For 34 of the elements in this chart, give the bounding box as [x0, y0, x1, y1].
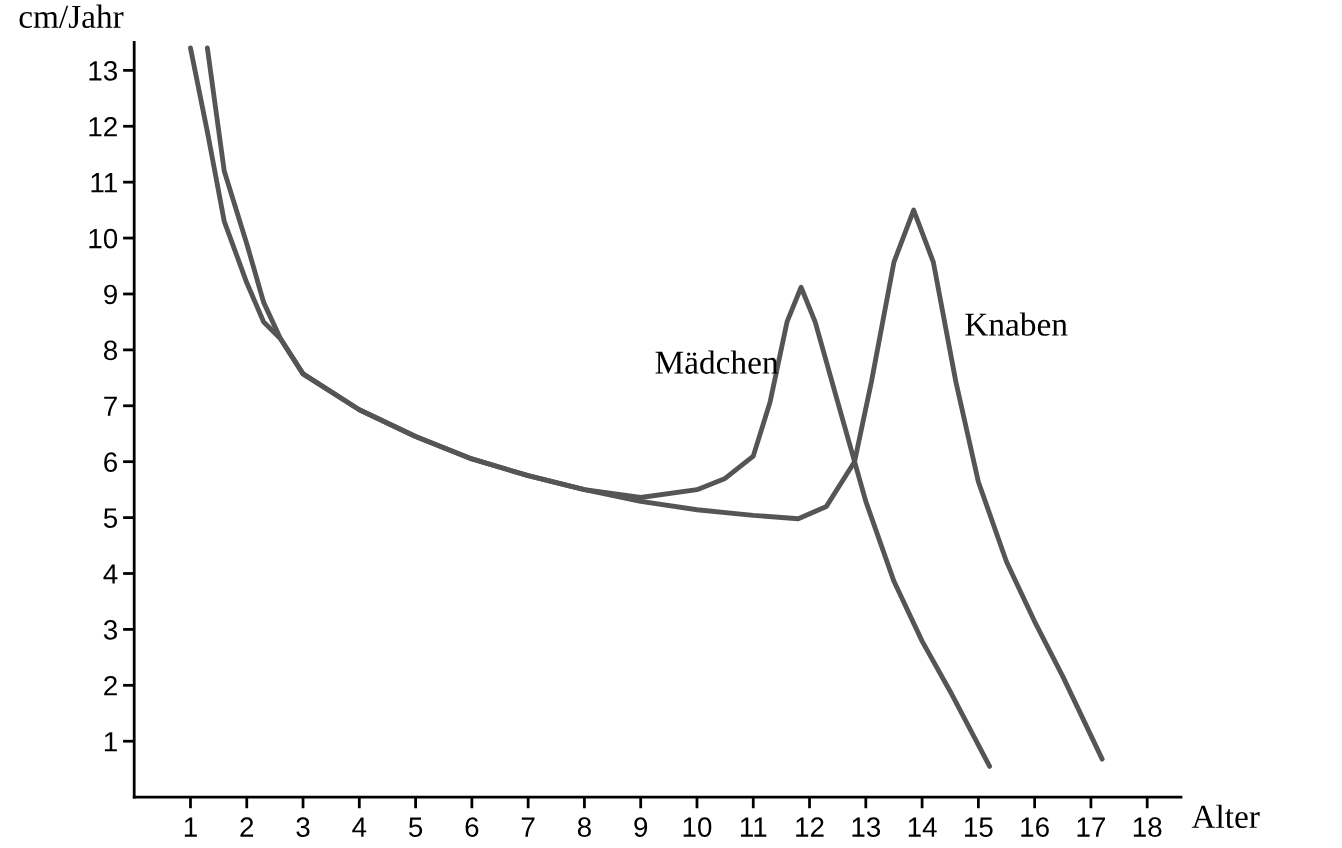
y-tick-label: 1 [104, 732, 117, 752]
x-axis-title: Alter [1191, 804, 1260, 829]
x-tick-label: 7 [521, 817, 535, 837]
y-tick-label: 12 [89, 116, 117, 137]
x-tick-label: 17 [1077, 817, 1105, 837]
y-tick-label: 7 [104, 396, 117, 416]
x-tick-label: 9 [634, 817, 648, 837]
x-tick-label: 10 [683, 817, 712, 837]
x-tick-label: 1 [184, 817, 197, 837]
x-tick-label: 18 [1133, 817, 1162, 837]
x-tick-label: 8 [577, 817, 591, 837]
x-tick-label: 3 [296, 817, 310, 837]
x-tick-label: 15 [965, 817, 993, 837]
y-tick-label: 13 [89, 61, 118, 81]
y-tick-label: 9 [104, 284, 117, 305]
y-axis-title: cm/Jahr [19, 4, 124, 29]
x-tick-label: 6 [465, 817, 479, 837]
x-tick-label: 13 [852, 817, 881, 837]
series-label: Knaben [965, 312, 1068, 336]
y-tick-label: 8 [103, 340, 118, 361]
x-tick-label: 2 [240, 817, 254, 837]
x-tick-label: 12 [796, 817, 824, 837]
y-tick-label: 3 [103, 620, 118, 640]
y-tick-label: 6 [104, 452, 118, 473]
x-tick-label: 5 [408, 817, 423, 837]
y-tick-label: 5 [103, 508, 118, 528]
y-tick-label: 10 [89, 228, 118, 249]
y-tick-label: 11 [91, 173, 117, 193]
x-tick-label: 11 [740, 817, 767, 837]
x-tick-label: 16 [1021, 817, 1049, 837]
y-tick-label: 4 [103, 564, 118, 584]
x-tick-label: 4 [352, 817, 367, 837]
y-tick-label: 2 [104, 675, 117, 696]
x-tick-label: 14 [908, 817, 937, 837]
